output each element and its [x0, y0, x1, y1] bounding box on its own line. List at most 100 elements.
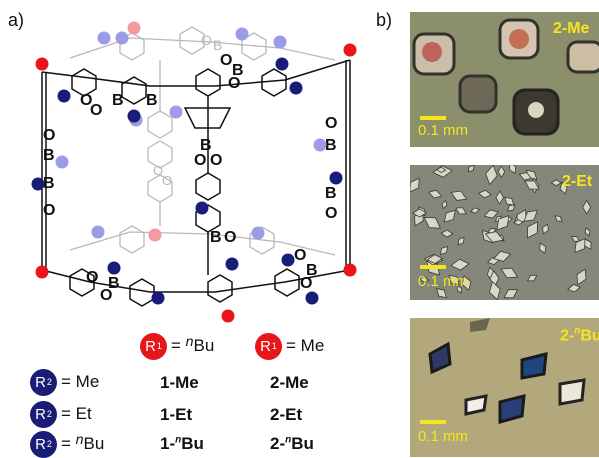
substituent-dot [289, 81, 303, 95]
faded-o-3: O [162, 173, 172, 188]
compound-label: 2-nBu [270, 434, 314, 453]
atom-o-15: O [300, 275, 312, 292]
scale-bar [420, 116, 446, 120]
crystal [435, 288, 448, 299]
cage-front [41, 59, 351, 307]
crystal [539, 242, 547, 254]
crystal [542, 223, 549, 235]
crystal [523, 210, 538, 222]
r1-value-nbu: Bu [193, 336, 215, 355]
crystal [410, 177, 420, 193]
crystal [426, 254, 444, 265]
crystal [411, 208, 428, 218]
crystal [483, 209, 499, 219]
atom-b-7: B [43, 175, 55, 192]
crystal [439, 245, 449, 255]
atom-o-14: O [294, 247, 306, 264]
substituent-dot [221, 309, 235, 323]
cage-structure-diagram: O B O O O O B B O B O B O O B O O B [31, 21, 357, 323]
crystal-image [410, 12, 599, 147]
substituent-dot [35, 57, 49, 71]
substituent-dot [91, 225, 105, 239]
atom-o-11: O [325, 205, 337, 222]
panel-label-b: b) [376, 10, 393, 30]
atom-b-1: B [112, 92, 124, 109]
atom-b-2: B [146, 92, 158, 109]
atom-b-11: B [306, 262, 318, 279]
faded-b: B [213, 37, 222, 53]
substituent-dot [273, 35, 287, 49]
substituent-dot [313, 138, 327, 152]
crystal [503, 289, 519, 299]
atom-b-4: B [200, 137, 212, 154]
micrograph-label: 2-Et [562, 173, 593, 190]
atom-b-5: B [210, 229, 222, 246]
atom-b-9: B [325, 185, 337, 202]
atom-o-3: O [220, 52, 232, 69]
substituent-dot [115, 31, 129, 45]
substituent-dot [251, 226, 265, 240]
crystal [440, 229, 454, 238]
scale-bar [420, 265, 446, 269]
eq-sign: = [171, 336, 181, 355]
substituent-dot [97, 31, 111, 45]
r2-value: Et [75, 404, 92, 423]
crystal [457, 236, 465, 246]
atom-o-10: O [325, 115, 337, 132]
crystal [567, 284, 582, 293]
crystal [427, 189, 443, 199]
crystal [518, 172, 533, 181]
substituent-dot [281, 253, 295, 267]
crystal [485, 165, 498, 186]
crystal [504, 196, 515, 206]
crystal [450, 258, 470, 271]
crystal [419, 276, 430, 283]
crystal-image [410, 165, 599, 300]
crystal [582, 199, 592, 215]
atom-o-6: O [210, 152, 222, 169]
crystal [526, 274, 538, 282]
n-prefix: n [75, 432, 84, 449]
substituent-dot [127, 109, 141, 123]
scale-label: 0.1 mm [418, 273, 469, 290]
crystal [527, 221, 538, 239]
substituent-dot [148, 228, 162, 242]
eq-sign: = [286, 336, 296, 355]
atom-o-12: O [86, 269, 98, 286]
atom-o-4: O [228, 75, 240, 92]
micrograph-label: 2-nBu [560, 326, 599, 345]
micrograph-2-me: 2-Me 0.1 mm [410, 12, 599, 147]
atom-o-9: O [43, 202, 55, 219]
micrograph-label: 2-Me [553, 20, 590, 37]
panel-label-a: a) [8, 10, 25, 30]
crystal [506, 204, 516, 212]
crystal [441, 199, 448, 210]
atom-o-8: O [43, 127, 55, 144]
crystal [500, 267, 519, 279]
r1-value-me: Me [300, 336, 325, 355]
crystal [455, 207, 467, 215]
substituent-dot [35, 265, 49, 279]
crystal [461, 275, 472, 291]
compound-label: 2-Et [270, 405, 303, 424]
crystal [456, 284, 462, 294]
atom-o-7: O [224, 229, 236, 246]
eq-sign: = [61, 434, 71, 453]
substituent-dot [127, 21, 141, 35]
compound-label: 1-Et [160, 405, 193, 424]
substituent-dot [343, 43, 357, 57]
crystal [448, 274, 460, 286]
r2-value: Me [75, 372, 100, 391]
atom-b-10: B [108, 275, 120, 292]
substituent-dot [225, 257, 239, 271]
atom-b-8: B [325, 137, 337, 154]
r2-value: Bu [83, 434, 105, 453]
atom-b-6: B [43, 147, 55, 164]
